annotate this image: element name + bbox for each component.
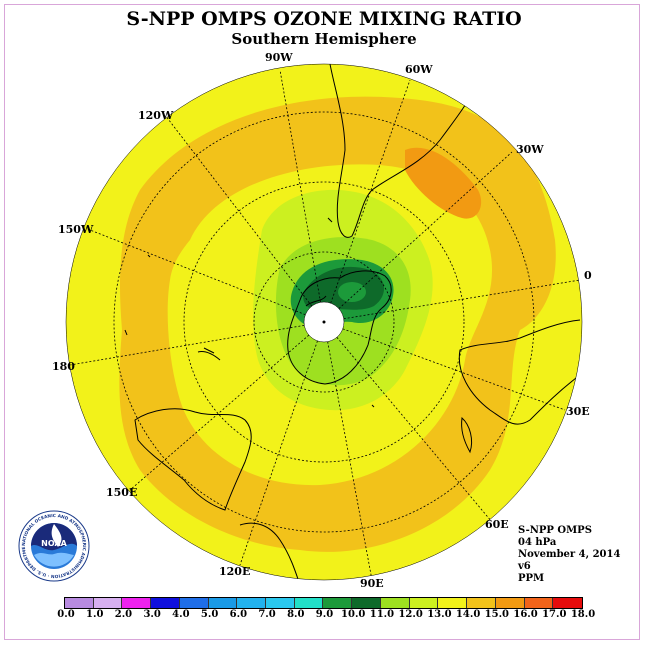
color-scale-swatch: [65, 598, 94, 608]
noaa-logo-text: NOAA: [41, 539, 67, 548]
field-green-blob: [338, 282, 366, 302]
color-scale-tick-label: 13.0: [427, 609, 452, 620]
color-scale-swatch: [524, 598, 554, 608]
lon-label-30e: 30E: [566, 405, 590, 418]
noaa-logo: NATIONAL OCEANIC AND ATMOSPHERIC ADMINIS…: [18, 510, 90, 582]
color-scale-tick-label: 0.0: [57, 609, 75, 620]
color-scale-tick-label: 2.0: [114, 609, 133, 620]
info-units: PPM: [518, 573, 545, 584]
lon-label-180: 180: [52, 360, 75, 373]
color-scale-swatch: [553, 598, 582, 608]
color-scale-swatch: [409, 598, 439, 608]
field-orange-dark: [405, 147, 482, 219]
lon-label-60e: 60E: [485, 518, 509, 531]
color-scale-swatch: [438, 598, 468, 608]
map-title: S-NPP OMPS OZONE MIXING RATIO: [126, 8, 522, 30]
info-version: v6: [518, 561, 531, 572]
color-scale-tick-label: 12.0: [398, 609, 423, 620]
color-scale-swatch: [323, 598, 353, 608]
info-level: 04 hPa: [518, 537, 557, 548]
color-scale-swatch: [93, 598, 123, 608]
color-scale-swatch: [467, 598, 496, 608]
coastlines: [124, 64, 581, 580]
image-frame: [4, 4, 640, 640]
info-date: November 4, 2014: [518, 549, 621, 560]
color-scale-tick-label: 15.0: [484, 609, 510, 620]
lon-label-30w: 30W: [516, 143, 544, 156]
color-scale-swatch: [122, 598, 152, 608]
color-scale-tick-label: 14.0: [455, 609, 481, 620]
lon-label-150e: 150E: [106, 486, 138, 499]
color-scale-tick-label: 17.0: [542, 609, 567, 620]
color-scale-swatch: [208, 598, 238, 608]
color-scale-tick-label: 11.0: [369, 609, 395, 620]
color-scale-tick-label: 7.0: [258, 609, 276, 620]
color-scale-tick-label: 4.0: [172, 609, 190, 620]
lon-label-0: 0: [584, 269, 592, 282]
info-product: S-NPP OMPS: [518, 525, 592, 536]
pole-dot: [322, 320, 326, 324]
color-scale-tick-label: 6.0: [229, 609, 248, 620]
color-scale-tick-label: 1.0: [86, 609, 104, 620]
color-scale-swatch: [237, 598, 267, 608]
color-scale-tick-label: 9.0: [315, 609, 334, 620]
color-scale-swatch: [294, 598, 324, 608]
field-orange-band: [119, 96, 556, 552]
color-scale-swatch: [151, 598, 180, 608]
color-scale-tick-label: 16.0: [513, 609, 538, 620]
color-scale-tick-label: 5.0: [200, 609, 219, 620]
color-scale-tick-label: 8.0: [287, 609, 305, 620]
lon-label-60w: 60W: [405, 63, 433, 76]
color-scale-swatch: [380, 598, 410, 608]
map-border: [65, 63, 583, 581]
lon-label-120e: 120E: [219, 565, 251, 578]
info-block: S-NPP OMPS 04 hPa November 4, 2014 v6 PP…: [518, 525, 620, 585]
color-scale-tick-label: 18.0: [570, 609, 596, 620]
color-scale-tick-label: 3.0: [143, 609, 161, 620]
map-subtitle: Southern Hemisphere: [231, 30, 417, 48]
color-scale-swatch: [179, 598, 209, 608]
lon-label-120w: 120W: [138, 109, 174, 122]
lon-label-90w: 90W: [265, 51, 293, 64]
graticule: [69, 69, 581, 580]
color-scale-swatch: [495, 598, 525, 608]
color-scale-tick-label: 10.0: [341, 609, 366, 620]
lon-label-90e: 90E: [360, 577, 384, 590]
color-scale-swatch: [266, 598, 295, 608]
lon-label-150w: 150W: [58, 223, 94, 236]
color-scale-bar: [64, 597, 583, 609]
color-scale-swatch: [352, 598, 381, 608]
